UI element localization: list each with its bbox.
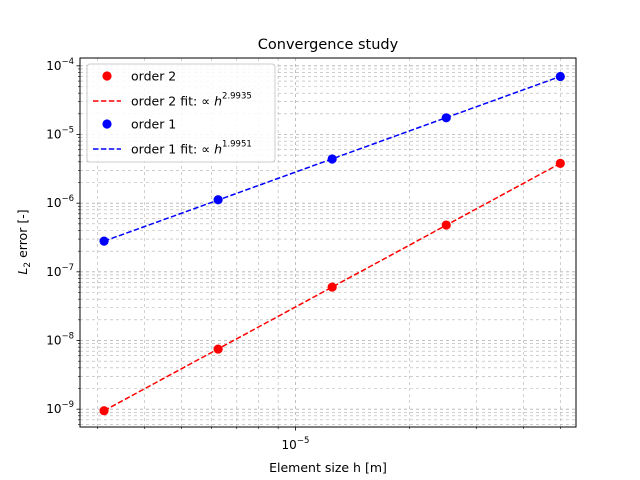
y-tick-label: 10−5 (46, 125, 74, 141)
order-2-point (555, 158, 565, 168)
legend-label-order-2: order 2 (131, 69, 176, 84)
axis-ticks: 10−5 10−9 10−8 10−7 10−6 10−5 10−4 (46, 57, 561, 452)
plot-frame (79, 57, 577, 428)
x-tick-label: 10−5 (282, 436, 310, 452)
order-2-point (441, 220, 451, 230)
y-tick-label: 10−6 (46, 194, 74, 210)
legend-box (86, 63, 276, 163)
order-2-point (99, 406, 109, 416)
legend-marker-order-1 (102, 119, 112, 129)
order-2-point (213, 344, 223, 354)
chart-title: Convergence study (258, 37, 399, 53)
legend-label-order-1-fit: order 1 fit: ∝ h1.9951 (131, 140, 252, 157)
x-axis-label: Element size h [m] (269, 460, 387, 475)
order-2-point (327, 282, 337, 292)
y-tick-label: 10−7 (46, 263, 74, 279)
order-1-fit-line (103, 75, 561, 242)
legend-label-order-2-fit: order 2 fit: ∝ h2.9935 (131, 92, 252, 109)
order-1-point (327, 154, 337, 164)
order-1-point (441, 113, 451, 123)
legend-label-order-1: order 1 (131, 117, 176, 132)
order-1-point (213, 195, 223, 205)
order-1-point (555, 71, 565, 82)
legend: order 2 order 2 fit: ∝ h2.9935 order 1 orde… (86, 63, 276, 163)
legend-marker-order-2 (102, 71, 112, 81)
y-tick-label: 10−9 (46, 400, 74, 416)
y-tick-label: 10−8 (46, 332, 74, 348)
y-tick-label: 10−4 (46, 57, 74, 73)
data-series (99, 71, 565, 416)
order-1-point (99, 236, 109, 246)
y-axis-label: L2 error [-] (15, 209, 33, 274)
